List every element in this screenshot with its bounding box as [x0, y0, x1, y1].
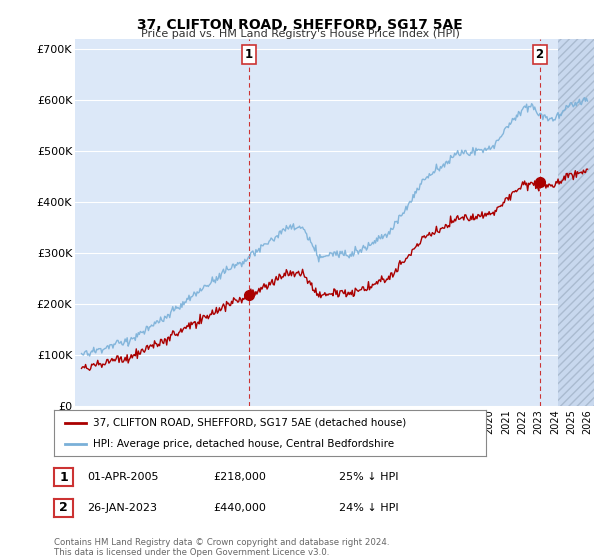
Text: 24% ↓ HPI: 24% ↓ HPI	[339, 503, 398, 513]
Text: £218,000: £218,000	[213, 472, 266, 482]
Bar	[557, 39, 594, 406]
Text: 1: 1	[245, 48, 253, 62]
Text: £440,000: £440,000	[213, 503, 266, 513]
Text: Contains HM Land Registry data © Crown copyright and database right 2024.
This d: Contains HM Land Registry data © Crown c…	[54, 538, 389, 557]
Text: 01-APR-2005: 01-APR-2005	[87, 472, 158, 482]
Text: 25% ↓ HPI: 25% ↓ HPI	[339, 472, 398, 482]
Text: 2: 2	[536, 48, 544, 62]
Text: HPI: Average price, detached house, Central Bedfordshire: HPI: Average price, detached house, Cent…	[93, 439, 394, 449]
Text: 37, CLIFTON ROAD, SHEFFORD, SG17 5AE (detached house): 37, CLIFTON ROAD, SHEFFORD, SG17 5AE (de…	[93, 418, 406, 428]
Text: 2: 2	[59, 501, 68, 515]
Text: 1: 1	[59, 470, 68, 484]
Text: 26-JAN-2023: 26-JAN-2023	[87, 503, 157, 513]
Text: 37, CLIFTON ROAD, SHEFFORD, SG17 5AE: 37, CLIFTON ROAD, SHEFFORD, SG17 5AE	[137, 18, 463, 32]
Text: Price paid vs. HM Land Registry's House Price Index (HPI): Price paid vs. HM Land Registry's House …	[140, 29, 460, 39]
